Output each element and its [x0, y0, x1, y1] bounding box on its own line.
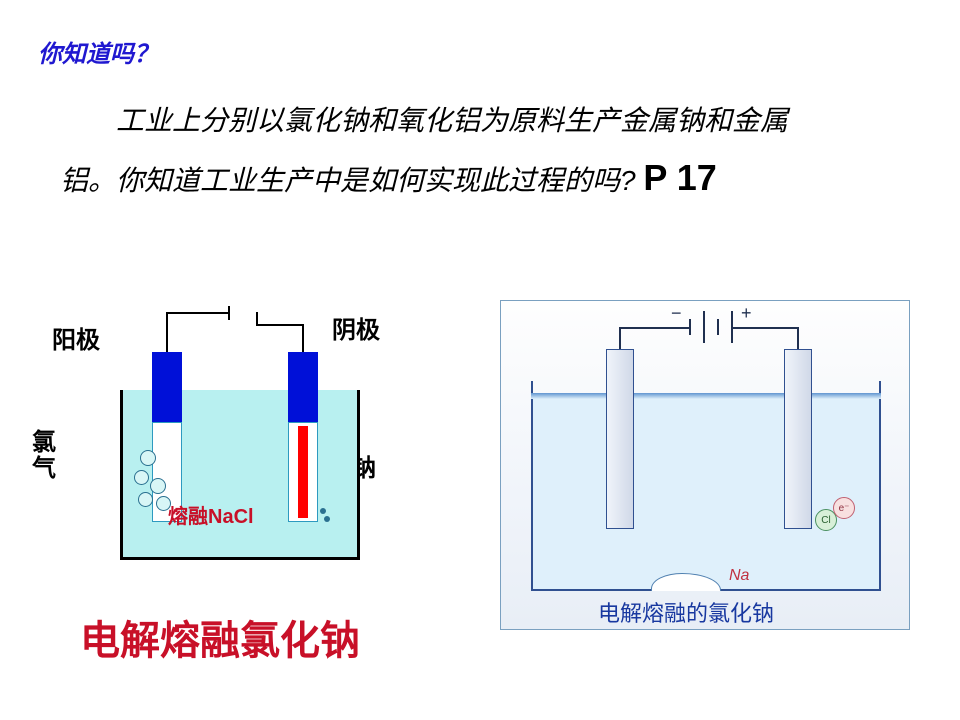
- body-paragraph: 工业上分别以氯化钠和氧化铝为原料生产金属钠和金属铝。你知道工业生产中是如何实现此…: [60, 96, 820, 211]
- battery-short-plate-icon: [689, 319, 691, 335]
- right-diagram: − + Cl e⁻ Na: [500, 300, 910, 630]
- wire: [166, 312, 230, 314]
- electrode-right-pos: [784, 349, 812, 529]
- electron-icon: e⁻: [833, 497, 855, 519]
- left-diagram: [80, 330, 400, 590]
- liquid-surface: [531, 393, 881, 399]
- cathode-electrode-inner: [298, 426, 308, 518]
- left-caption: 电解熔融氯化钠: [80, 608, 360, 666]
- battery-long-plate-icon: [703, 311, 705, 343]
- molten-nacl-label: 熔融NaCl: [168, 500, 254, 529]
- terminal-negative: −: [671, 303, 682, 324]
- wire: [302, 324, 304, 354]
- deposit-dot-icon: [324, 516, 330, 522]
- gas-bubble-icon: [134, 470, 149, 485]
- wire: [256, 324, 304, 326]
- terminal-positive: +: [741, 303, 752, 324]
- label-chlorine: 氯气: [32, 430, 61, 483]
- wire: [228, 306, 230, 320]
- page-reference: P 17: [643, 157, 716, 198]
- right-caption: 电解熔融的氯化钠: [598, 596, 774, 628]
- electrode-right-neg: [606, 349, 634, 529]
- molten-liquid: [531, 396, 881, 591]
- na-deposit-label: Na: [729, 567, 749, 585]
- anode-electrode-top: [152, 352, 182, 422]
- battery-wire: [619, 327, 689, 329]
- gas-bubble-icon: [138, 492, 153, 507]
- deposit-dot-icon: [320, 508, 326, 514]
- gas-bubble-icon: [140, 450, 156, 466]
- cathode-electrode-top: [288, 352, 318, 422]
- gas-bubble-icon: [150, 478, 166, 494]
- battery-wire: [731, 327, 799, 329]
- wire: [166, 312, 168, 354]
- heading-did-you-know: 你知道吗？: [38, 34, 158, 69]
- battery-short-plate-icon: [717, 319, 719, 335]
